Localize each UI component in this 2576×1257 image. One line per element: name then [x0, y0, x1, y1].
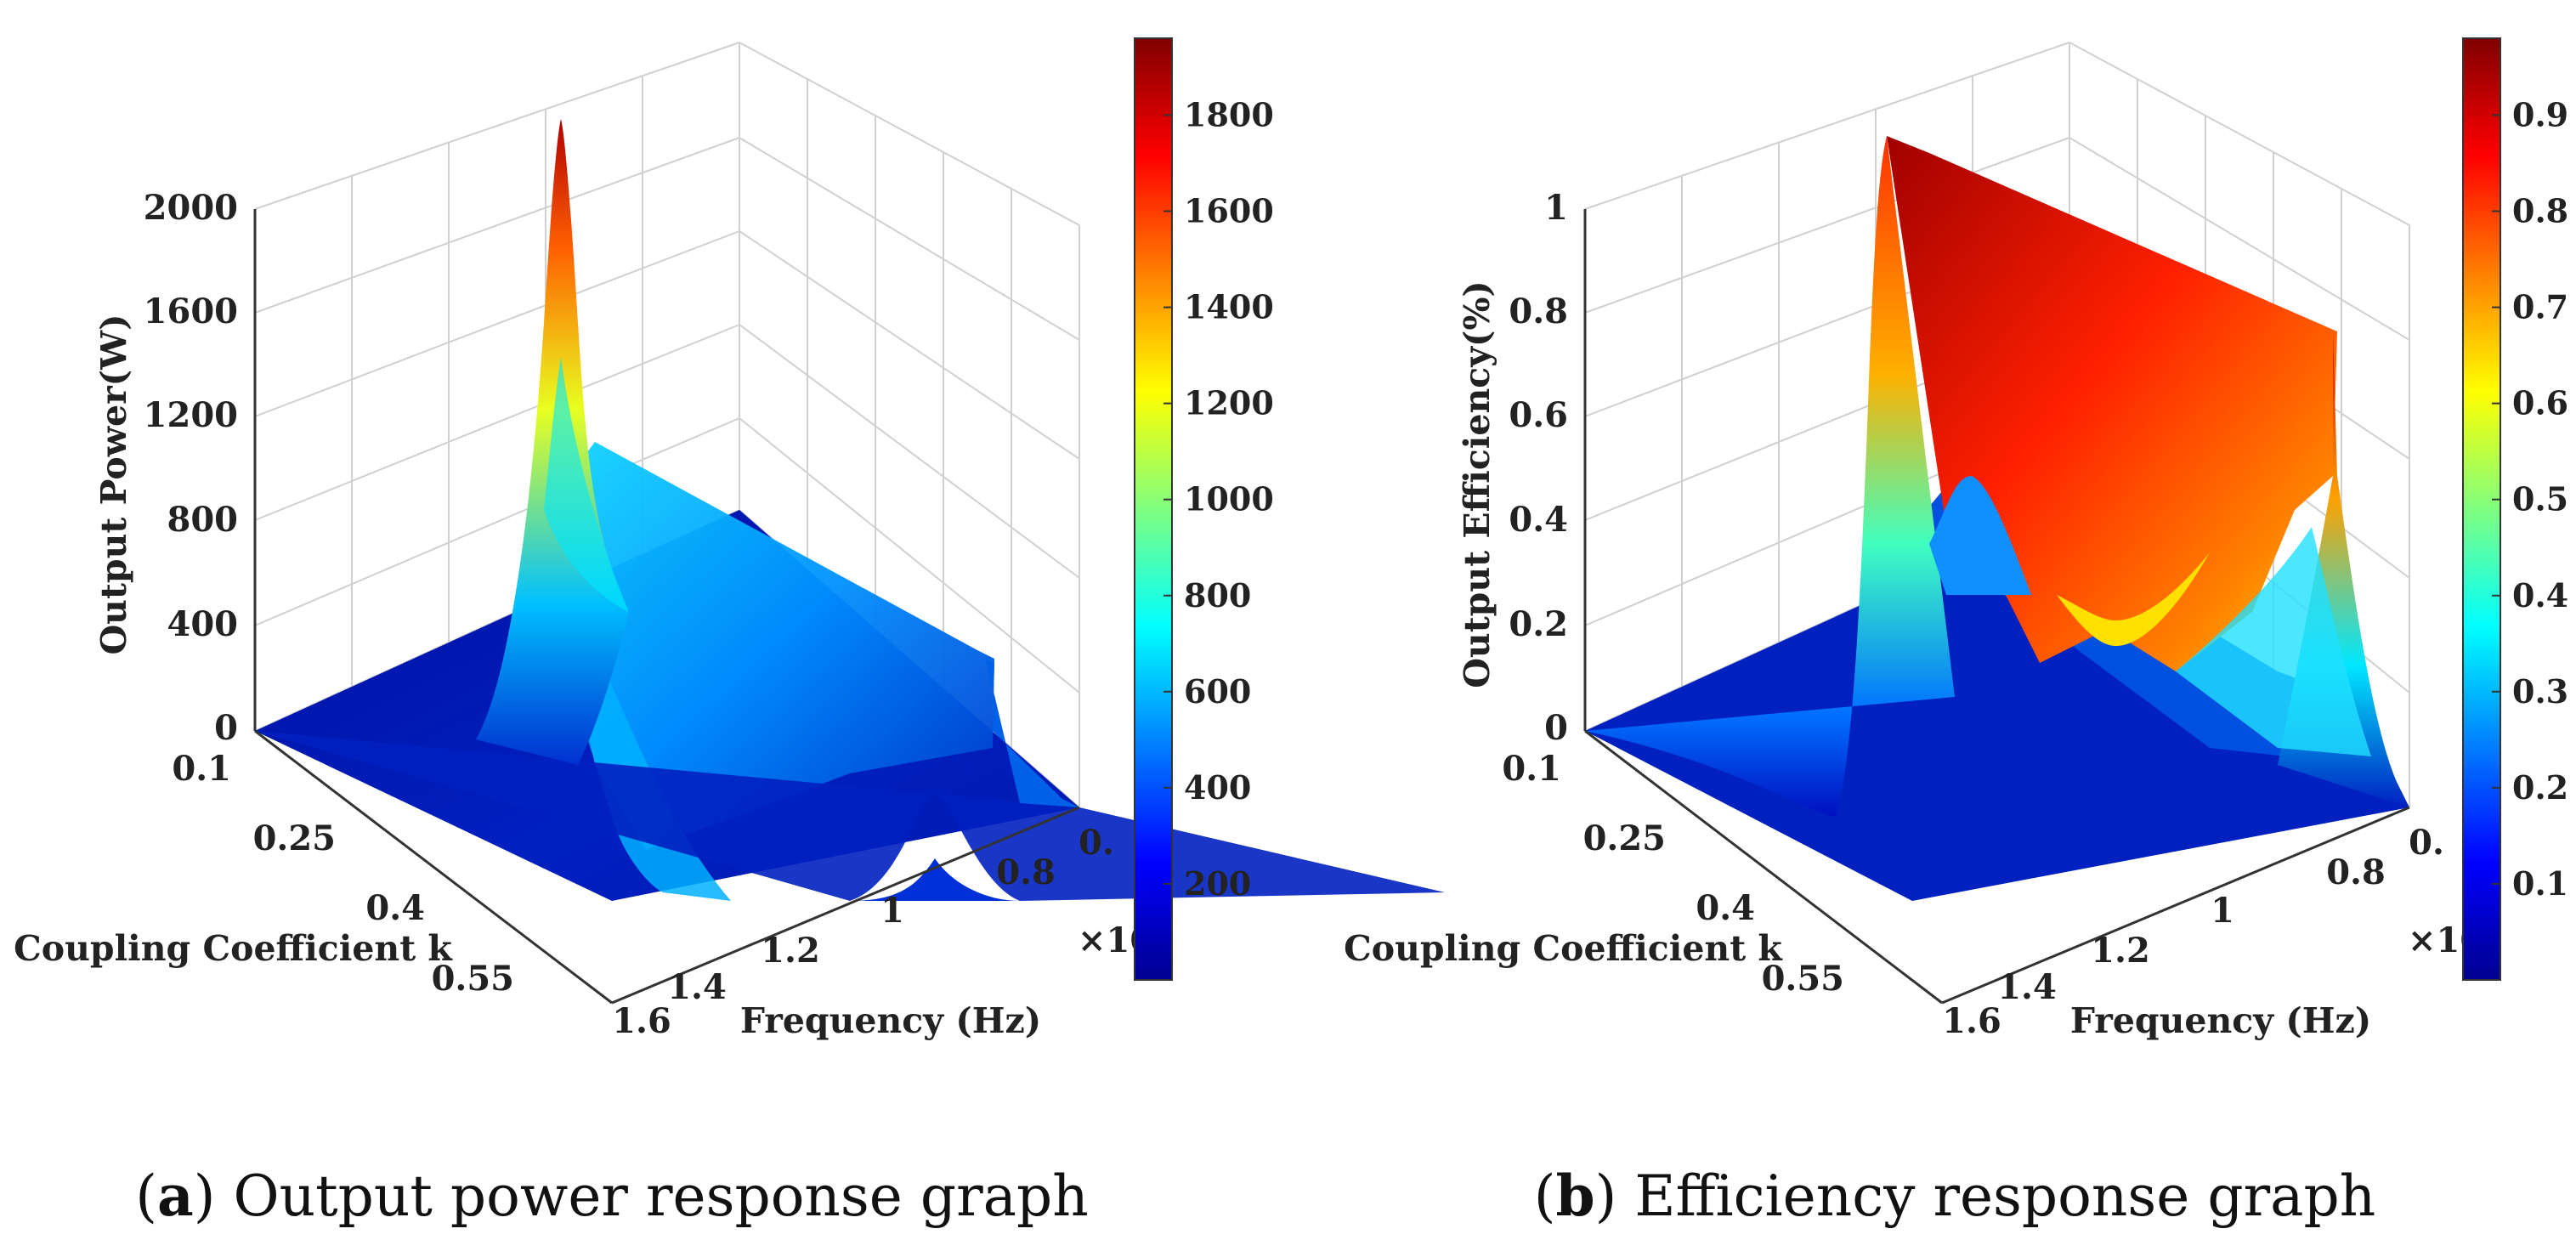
panel-a-colorbar-tick-label: 400 — [1184, 768, 1251, 807]
panel-a-caption: (a) Output power response graph — [135, 1163, 1089, 1229]
panel-b-y-tick: 0.4 — [1696, 888, 1755, 928]
panel-a-z-tick: 1600 — [144, 292, 238, 331]
panel-b-z-label: Output Efficiency(%) — [1457, 280, 1497, 688]
panel-b-colorbar-tick-label: 0.2 — [2512, 768, 2568, 807]
panel-b-z-tick: 0.4 — [1509, 500, 1568, 540]
panel-b-colorbar-tick-label: 0.7 — [2512, 288, 2568, 326]
panel-a-x-tick: 0.8 — [996, 852, 1056, 892]
panel-a-z-tick: 800 — [167, 500, 239, 540]
panel-a-z-tick: 0 — [214, 708, 238, 748]
panel-a-z-tick: 2000 — [144, 188, 238, 228]
panel-b-z-ticks: 0 0.2 0.4 0.6 0.8 1 — [1509, 188, 1568, 748]
panel-b-x-tick: 1.2 — [2091, 931, 2150, 971]
panel-b-colorbar-tick-label: 0.9 — [2512, 95, 2568, 133]
panel-a-colorbar-tick-label: 1600 — [1184, 192, 1274, 230]
panel-a-colorbar-tick-label: 200 — [1184, 864, 1251, 903]
panel-a-colorbar-tick-label: 1400 — [1184, 288, 1274, 326]
panel-b-colorbar-ticks: 0.1 0.2 0.3 0.4 0.5 0.6 0.7 0.8 0.9 — [2492, 95, 2568, 903]
panel-a-caption-letter: a — [157, 1163, 194, 1229]
panel-a-x-label: Frequency (Hz) — [740, 1000, 1041, 1041]
panel-b-z-tick: 0.6 — [1509, 395, 1568, 435]
panel-b-x-label: Frequency (Hz) — [2070, 1000, 2371, 1041]
panel-a-x-tick: 1.4 — [667, 967, 727, 1007]
panel-b-colorbar-tick-label: 0.5 — [2512, 480, 2568, 518]
panel-b-colorbar-tick-label: 0.8 — [2512, 192, 2568, 230]
panel-b-colorbar-tick-label: 0.1 — [2512, 864, 2568, 903]
panel-b-caption-letter: b — [1556, 1163, 1595, 1229]
panel-a-colorbar-tick-label: 800 — [1184, 576, 1251, 614]
panel-a-colorbar-tick-label: 1000 — [1184, 480, 1274, 518]
panel-a-colorbar — [1134, 37, 1173, 981]
panel-a-y-label: Coupling Coefficient k — [14, 928, 453, 969]
panel-a-caption-text: Output power response graph — [234, 1164, 1089, 1229]
panel-a-x-ticks: 0. 0.8 1 1.2 1.4 1.6 — [612, 823, 1114, 1041]
panel-b-x-ticks: 0. 0.8 1 1.2 1.4 1.6 — [1942, 823, 2444, 1041]
panel-b-axes — [1583, 209, 2410, 1005]
panel-a-x-tick: 1.2 — [761, 931, 820, 971]
panel-a-x-tick: 1.6 — [612, 1001, 671, 1041]
panel-b-surface-cyan — [2176, 527, 2371, 756]
panel-b-x-tick: 1 — [2211, 891, 2234, 931]
panel-b-y-ticks: 0.1 0.25 0.4 0.55 — [1502, 749, 1844, 999]
panel-b-caption-text: Efficiency response graph — [1634, 1164, 2375, 1229]
panel-b-colorbar-tick-label: 0.6 — [2512, 384, 2568, 422]
panel-a-z-tick: 1200 — [144, 395, 238, 435]
panel-b-y-tick: 0.25 — [1583, 818, 1666, 858]
panel-a-z-tick: 400 — [167, 604, 239, 644]
panel-a-surface-peak-shade — [544, 357, 629, 612]
panel-a-z-label: Output Power(W) — [93, 314, 134, 654]
panel-a-colorbar-tick-label: 1800 — [1184, 95, 1274, 133]
panel-a-y-tick: 0.25 — [253, 818, 336, 858]
panel-b-z-tick: 1 — [1544, 188, 1568, 228]
panel-b-colorbar-tick-label: 0.3 — [2512, 672, 2568, 711]
panel-a-surface-slope — [544, 442, 994, 850]
panel-a-surface-rightwall — [986, 659, 1079, 807]
panel-a-y-ticks: 0.1 0.25 0.4 0.55 — [172, 749, 514, 999]
panel-a-y-tick: 0.4 — [365, 888, 425, 928]
panel-b-colorbar — [2462, 37, 2501, 981]
panel-a-y-tick: 0.1 — [172, 749, 231, 789]
panel-b-surface-valley — [2057, 552, 2210, 646]
panel-b-x-tick: 1.6 — [1942, 1001, 2001, 1041]
panel-b-z-tick: 0.2 — [1509, 604, 1568, 644]
panel-a-z-ticks: 0 400 800 1200 1600 2000 — [144, 188, 238, 748]
panel-a-colorbar-tick-label: 1200 — [1184, 384, 1274, 422]
panel-b-x-tick: 0.8 — [2326, 852, 2386, 892]
panel-b-surface-front — [1585, 136, 1955, 816]
panel-b-z-tick: 0 — [1544, 708, 1568, 748]
panel-a-x-tick: 1 — [880, 891, 904, 931]
panel-a-output-power: 0 400 800 1200 1600 2000 0.1 0.25 0.4 0.… — [14, 37, 1445, 1229]
panel-a-y-tick: 0.55 — [432, 959, 514, 999]
panel-b-z-tick: 0.8 — [1509, 292, 1568, 331]
panel-a-axes — [253, 209, 1080, 1005]
panel-a-colorbar-ticks: 200 400 600 800 1000 1200 1400 1600 1800 — [1163, 95, 1274, 903]
panel-b-colorbar-tick-label: 0.4 — [2512, 576, 2568, 614]
panel-b-y-tick: 0.1 — [1502, 749, 1561, 789]
panel-b-y-tick: 0.55 — [1762, 959, 1844, 999]
panel-a-x-tick: 0. — [1079, 823, 1114, 863]
panel-a-surface-bump — [850, 858, 1020, 901]
panel-a-colorbar-tick-label: 600 — [1184, 672, 1251, 711]
panel-b-efficiency: 0 0.2 0.4 0.6 0.8 1 0.1 0.25 0.4 0.55 0.… — [1344, 37, 2568, 1229]
panel-b-y-label: Coupling Coefficient k — [1344, 928, 1783, 969]
panel-b-caption: (b) Efficiency response graph — [1534, 1163, 2375, 1229]
panel-b-surface-small-peak — [1929, 476, 2031, 595]
panel-b-x-tick: 0. — [2409, 823, 2444, 863]
panel-b-x-tick: 1.4 — [1997, 967, 2057, 1007]
panel-b-surface-floor — [1585, 510, 2409, 901]
